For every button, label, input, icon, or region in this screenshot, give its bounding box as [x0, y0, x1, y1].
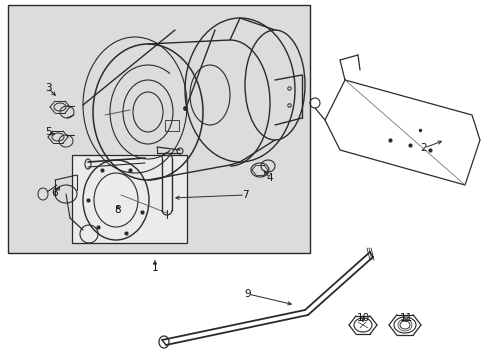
- Text: 10: 10: [356, 313, 369, 323]
- Text: 8: 8: [115, 205, 121, 215]
- Bar: [72, 155, 186, 243]
- Text: 3: 3: [44, 83, 51, 93]
- Text: 1: 1: [151, 263, 158, 273]
- Bar: [164, 120, 179, 131]
- Text: 7: 7: [241, 190, 248, 200]
- Text: 4: 4: [266, 173, 273, 183]
- Text: 5: 5: [44, 127, 51, 137]
- Text: 6: 6: [52, 188, 58, 198]
- Text: 9: 9: [244, 289, 251, 299]
- Text: 11: 11: [399, 313, 412, 323]
- Bar: [8, 5, 309, 253]
- Text: 2: 2: [420, 143, 427, 153]
